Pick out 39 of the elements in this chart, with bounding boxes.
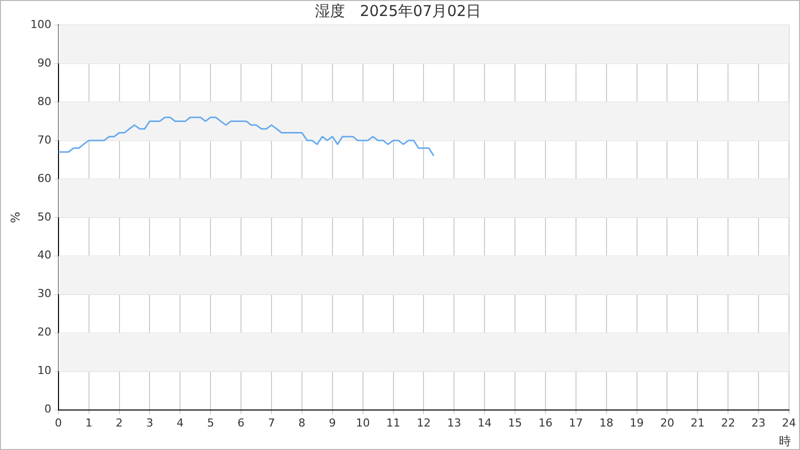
x-tick-label: 14	[478, 416, 492, 430]
x-tick-label: 0	[54, 416, 62, 430]
y-tick-label: 0	[44, 402, 52, 416]
y-tick-label: 50	[37, 210, 52, 224]
x-tick-label: 15	[508, 416, 522, 430]
x-tick-label: 10	[356, 416, 370, 430]
x-tick-label: 16	[538, 416, 552, 430]
x-tick-label: 2	[116, 416, 123, 430]
x-tick-label: 19	[630, 416, 644, 430]
x-tick-label: 9	[328, 416, 336, 430]
x-tick-label: 7	[268, 416, 275, 430]
x-tick-label: 3	[146, 416, 154, 430]
x-tick-label: 12	[416, 416, 431, 430]
y-tick-label: 20	[37, 326, 52, 339]
x-tick-label: 6	[238, 416, 245, 430]
x-tick-label: 1	[85, 416, 92, 430]
x-tick-label: 11	[386, 416, 400, 430]
x-tick-label: 23	[752, 416, 766, 430]
y-axis-title: %	[8, 212, 22, 224]
x-tick-label: 5	[207, 416, 214, 430]
x-tick-label: 22	[721, 416, 736, 430]
y-tick-label: 100	[30, 18, 52, 31]
x-tick-label: 4	[176, 416, 184, 430]
y-tick-label: 90	[37, 56, 52, 70]
y-tick-label: 80	[37, 94, 52, 108]
x-tick-label: 24	[782, 416, 796, 430]
x-tick-label: 13	[447, 416, 462, 430]
y-tick-label: 30	[37, 287, 52, 300]
y-tick-label: 10	[37, 364, 52, 378]
x-tick-label: 20	[660, 416, 674, 430]
x-tick-label: 8	[298, 416, 306, 430]
x-tick-label: 18	[599, 416, 614, 430]
x-tick-label: 17	[568, 416, 583, 430]
y-tick-label: 70	[37, 133, 52, 146]
chart-title: 湿度 2025年07月02日	[314, 2, 482, 20]
y-tick-label: 40	[37, 248, 52, 262]
x-axis-title: 時	[779, 434, 791, 448]
y-tick-label: 60	[37, 172, 52, 185]
x-tick-label: 21	[690, 416, 705, 430]
